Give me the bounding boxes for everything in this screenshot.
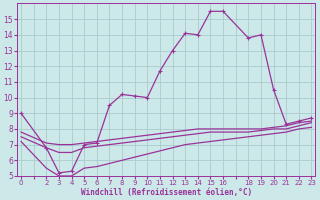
X-axis label: Windchill (Refroidissement éolien,°C): Windchill (Refroidissement éolien,°C) (81, 188, 252, 197)
